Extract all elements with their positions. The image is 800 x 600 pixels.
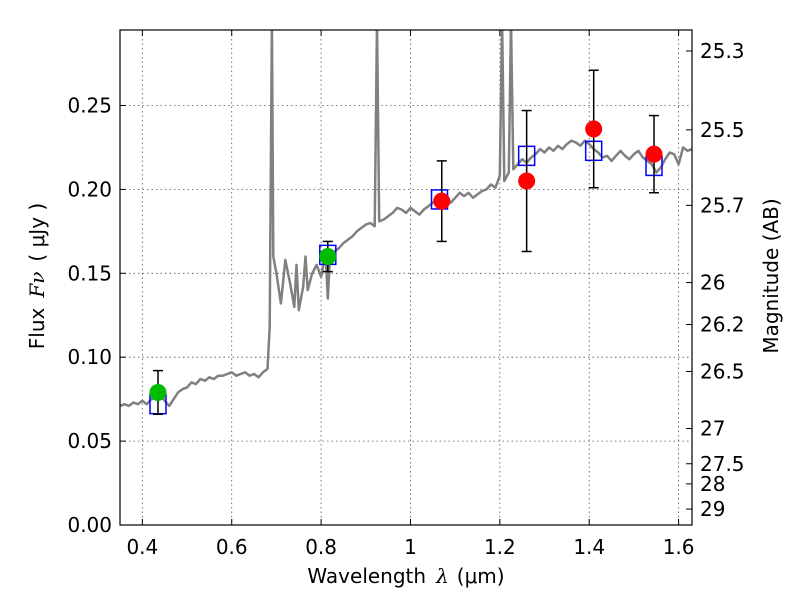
x-axis-label: Wavelength λ (μm) (307, 564, 504, 588)
y-tick-label: 0.20 (67, 177, 112, 201)
y2-tick-label: 25.5 (700, 118, 745, 142)
x-axis-ticks: 0.4 0.6 0.8 1 1.2 1.4 1.6 (126, 30, 695, 559)
x-tick-label: 1.4 (573, 535, 605, 559)
x-tick-label: 1.2 (484, 535, 516, 559)
x-tick-label: 1.6 (663, 535, 695, 559)
y-tick-label: 0.00 (67, 513, 112, 537)
observed-point (149, 383, 167, 401)
y2-tick-label: 25.7 (700, 193, 745, 217)
observed-point (433, 192, 451, 210)
observed-points-layer (149, 69, 663, 416)
x-tick-label: 1 (404, 535, 417, 559)
y2-tick-label: 27 (700, 417, 725, 441)
grid-lines (120, 30, 692, 526)
y2-tick-label: 25.3 (700, 39, 745, 63)
observed-point (585, 120, 603, 138)
y-axis-ticks: 0.00 0.05 0.10 0.15 0.20 0.25 (67, 94, 126, 537)
y-tick-label: 0.15 (67, 261, 112, 285)
observed-point (518, 172, 536, 190)
y-tick-label: 0.25 (67, 94, 112, 118)
y2-tick-label: 26.2 (700, 312, 745, 336)
plot-frame (119, 29, 693, 526)
observed-point (319, 248, 337, 266)
y2-tick-label: 26.5 (700, 359, 745, 383)
y2-tick-label: 28 (700, 472, 725, 496)
x-tick-label: 0.4 (126, 535, 158, 559)
y-axis-label: FluxFν( μJy ) (25, 203, 49, 349)
observed-point (645, 145, 663, 163)
y-tick-label: 0.10 (67, 345, 112, 369)
model-photometry-layer (149, 140, 663, 415)
y2-tick-label: 26 (700, 271, 725, 295)
y2-tick-label: 29 (700, 497, 725, 521)
spectrum-layer (120, 30, 692, 408)
x-tick-label: 0.8 (305, 535, 337, 559)
spectrum-line (120, 30, 692, 408)
y2-axis-label: Magnitude (AB) (759, 198, 783, 353)
y2-tick-label: 27.5 (700, 452, 745, 476)
y-tick-label: 0.05 (67, 429, 112, 453)
x-tick-label: 0.6 (216, 535, 248, 559)
